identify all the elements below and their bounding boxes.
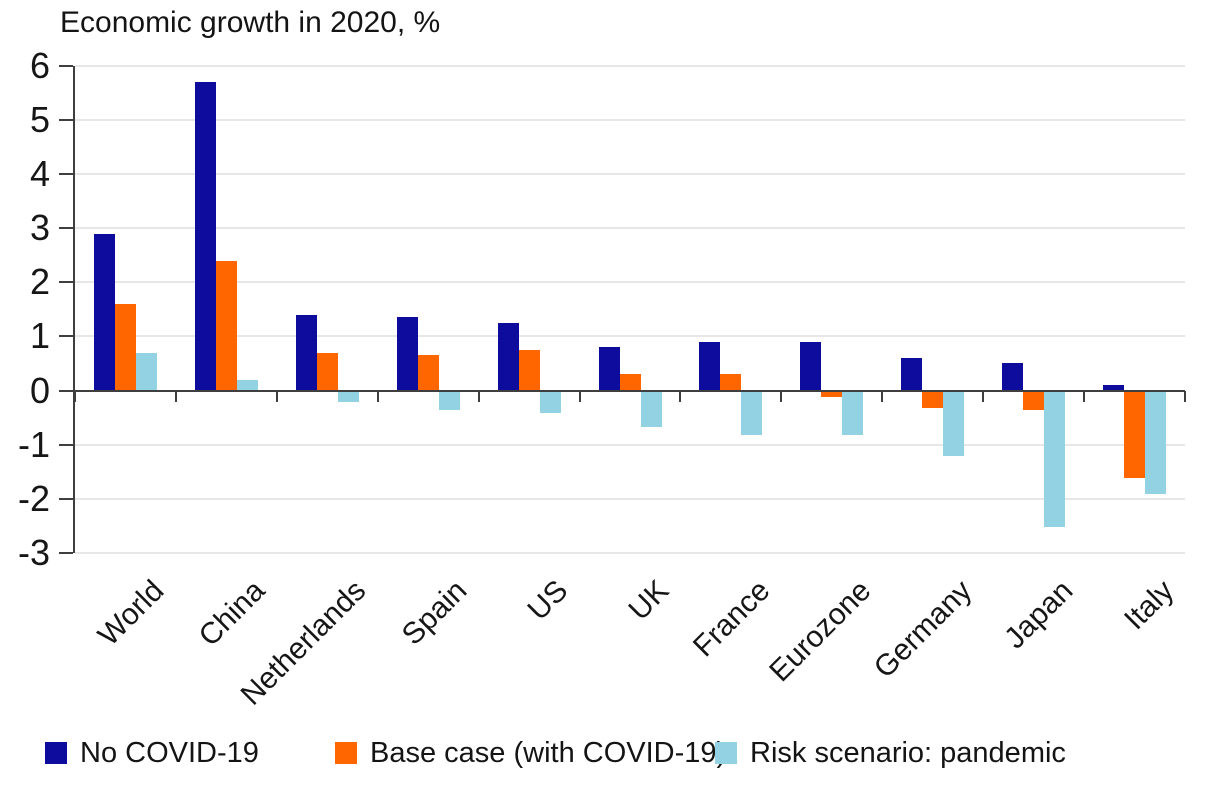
legend-swatch-icon [715, 742, 737, 764]
gridline [75, 64, 1185, 67]
x-axis-label: China [192, 574, 272, 653]
bar-germany-series0 [901, 358, 923, 391]
bar-italy-series0 [1103, 385, 1125, 391]
x-axis-label: World [92, 574, 171, 653]
gridline [75, 227, 1185, 230]
bar-uk-series1 [619, 374, 641, 391]
bar-france-series0 [699, 341, 721, 391]
y-axis-tick-label: 2 [29, 261, 50, 303]
y-tick [59, 227, 73, 230]
bar-world-series2 [135, 352, 157, 391]
bar-italy-series2 [1145, 391, 1167, 495]
y-axis-tick-label: -3 [17, 531, 50, 573]
x-tick [679, 390, 682, 402]
bar-china-series2 [236, 379, 258, 391]
gridline [75, 551, 1185, 554]
y-tick [59, 497, 73, 500]
bar-china-series1 [215, 260, 237, 391]
bar-netherlands-series0 [295, 314, 317, 391]
y-axis-tick-label: 6 [29, 44, 50, 86]
y-axis-tick-label: 0 [29, 369, 50, 411]
gridline [75, 335, 1185, 338]
bar-spain-series0 [396, 317, 418, 391]
y-axis-line [73, 65, 75, 553]
bar-us-series0 [497, 322, 519, 391]
legend-swatch-icon [45, 742, 67, 764]
x-tick [477, 390, 480, 402]
x-tick [275, 390, 278, 402]
x-axis-label: Germany [867, 574, 979, 685]
bar-china-series0 [194, 82, 216, 391]
x-axis-label: Eurozone [762, 574, 878, 689]
bar-uk-series0 [598, 347, 620, 391]
gridline [75, 443, 1185, 446]
bar-us-series2 [539, 391, 561, 414]
legend-item: Base case (with COVID-19) [335, 736, 726, 770]
x-tick [982, 390, 985, 402]
x-axis-label: Italy [1117, 574, 1180, 637]
y-tick [59, 443, 73, 446]
bar-japan-series0 [1002, 363, 1024, 391]
bar-spain-series2 [438, 391, 460, 411]
legend-item: No COVID-19 [45, 736, 259, 770]
zero-axis-line [75, 389, 1185, 392]
legend-item: Risk scenario: pandemic [715, 736, 1066, 770]
x-tick [578, 390, 581, 402]
x-tick [881, 390, 884, 402]
bar-spain-series1 [417, 355, 439, 391]
y-axis-tick-label: 4 [29, 153, 50, 195]
bar-netherlands-series2 [337, 391, 359, 403]
chart-title: Economic growth in 2020, % [60, 6, 441, 39]
legend-label: Base case (with COVID-19) [370, 737, 727, 769]
y-tick [59, 173, 73, 176]
x-axis-label: France [686, 574, 777, 664]
x-axis-label: UK [622, 574, 676, 627]
y-tick [59, 281, 73, 284]
y-tick [59, 64, 73, 67]
x-tick [74, 390, 76, 402]
gridline [75, 173, 1185, 176]
legend-label: No COVID-19 [80, 737, 259, 769]
bar-eurozone-series2 [842, 391, 864, 435]
bar-germany-series1 [922, 391, 944, 408]
bar-world-series1 [114, 303, 136, 391]
y-axis-tick-label: 5 [29, 99, 50, 140]
y-tick [59, 389, 73, 392]
y-tick [59, 551, 73, 554]
gridline [75, 119, 1185, 121]
bar-japan-series1 [1023, 391, 1045, 411]
bar-netherlands-series1 [316, 352, 338, 391]
x-axis-label: Spain [395, 574, 474, 652]
legend-label: Risk scenario: pandemic [750, 737, 1066, 769]
y-axis-tick-label: 3 [29, 207, 50, 249]
gridline [75, 281, 1185, 284]
x-tick [1083, 390, 1086, 402]
legend-swatch-icon [335, 742, 357, 764]
bar-germany-series2 [943, 391, 965, 457]
bar-france-series1 [720, 374, 742, 391]
bar-us-series1 [518, 349, 540, 391]
bar-italy-series1 [1124, 391, 1146, 479]
bar-japan-series2 [1044, 391, 1066, 527]
y-axis-tick-label: -1 [17, 423, 50, 465]
bar-eurozone-series1 [821, 391, 843, 397]
x-tick [780, 390, 783, 402]
x-tick [174, 390, 177, 402]
bar-france-series2 [741, 391, 763, 435]
y-tick [59, 335, 73, 338]
y-axis-tick-label: 1 [29, 315, 50, 357]
bar-eurozone-series0 [800, 341, 822, 391]
legend: No COVID-19 Base case (with COVID-19) Risk… [0, 736, 1227, 776]
bar-world-series0 [93, 233, 115, 391]
gridline [75, 497, 1185, 500]
x-tick [1184, 390, 1186, 402]
y-tick [59, 119, 73, 121]
x-axis-label: Japan [997, 574, 1079, 656]
x-axis-label: US [521, 574, 575, 627]
y-axis-tick-label: -2 [17, 477, 50, 519]
x-tick [376, 390, 379, 402]
bar-uk-series2 [640, 391, 662, 427]
